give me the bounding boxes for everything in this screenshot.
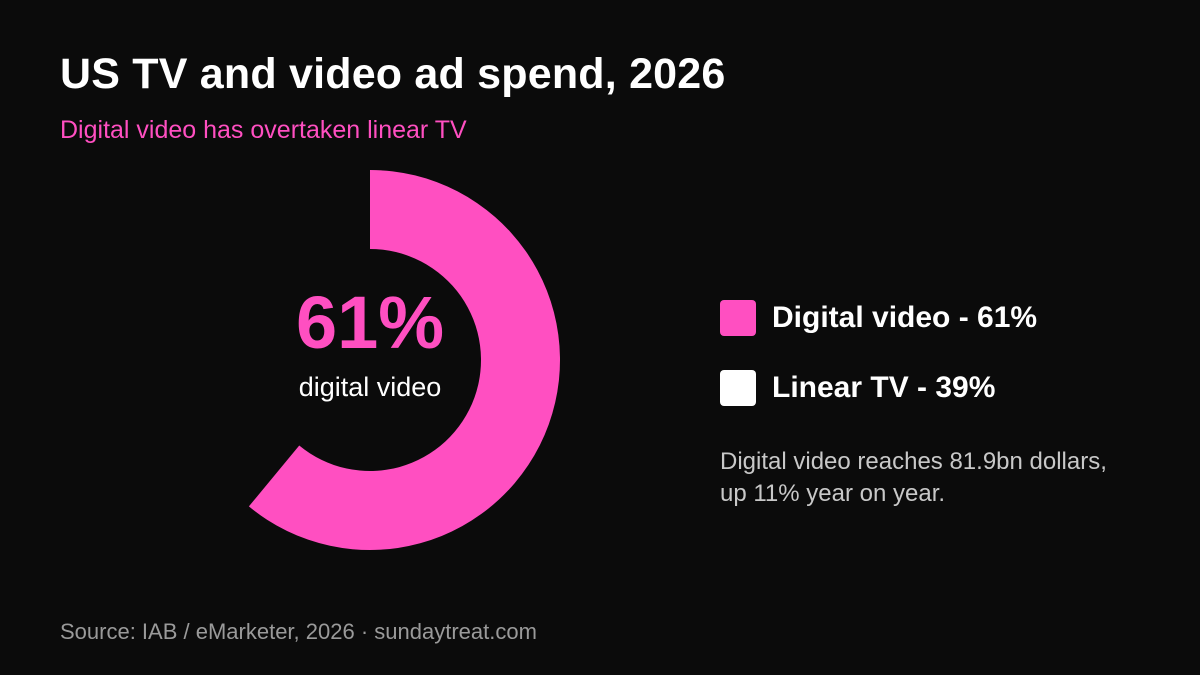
chart-title: US TV and video ad spend, 2026 xyxy=(60,50,726,98)
chart-subtitle: Digital video has overtaken linear TV xyxy=(60,116,467,144)
source-credit: Source: IAB / eMarketer, 2026 · sundaytr… xyxy=(60,619,537,644)
legend-label-digital-video: Digital video - 61% xyxy=(772,301,1038,334)
legend-swatch-linear-tv xyxy=(720,370,756,406)
legend-swatch-digital-video xyxy=(720,300,756,336)
note-line-1: Digital video reaches 81.9bn dollars, xyxy=(720,448,1107,475)
donut-svg xyxy=(248,170,560,550)
annotation-note: Digital video reaches 81.9bn dollars, up… xyxy=(720,446,1140,510)
center-value: 61% xyxy=(295,281,445,364)
legend-item-linear-tv: Linear TV - 39% xyxy=(720,370,1037,406)
donut-slice-digital-video xyxy=(248,170,560,550)
legend-label-linear-tv: Linear TV - 39% xyxy=(772,371,996,404)
donut-chart: 61% digital video xyxy=(180,170,560,550)
legend: Digital video - 61% Linear TV - 39% xyxy=(720,300,1037,440)
center-label: digital video xyxy=(298,372,442,402)
legend-item-digital-video: Digital video - 61% xyxy=(720,300,1037,336)
note-line-2: up 11% year on year. xyxy=(720,480,946,507)
